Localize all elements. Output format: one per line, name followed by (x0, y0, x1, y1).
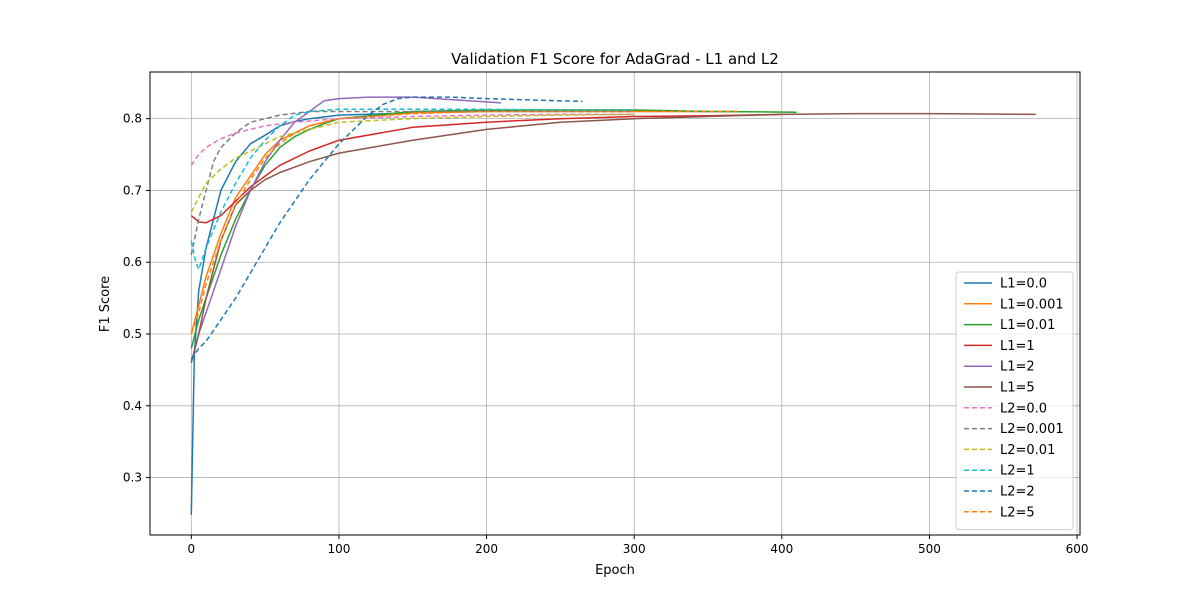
y-tick-label: 0.4 (123, 399, 142, 413)
legend-label: L1=1 (1000, 339, 1035, 354)
legend-label: L1=0.0 (1000, 277, 1047, 292)
legend-box (955, 271, 1074, 531)
series-line (190, 110, 738, 335)
series-line (190, 96, 502, 363)
series-line (190, 109, 797, 349)
y-tick-label: 0.7 (123, 183, 142, 197)
series-line (190, 110, 709, 515)
series-layer (190, 96, 1036, 515)
series-line (190, 110, 635, 256)
legend-label: L1=0.001 (1000, 297, 1064, 312)
legend-label: L2=0.001 (1000, 422, 1064, 437)
series-line (190, 113, 782, 224)
y-tick-label: 0.8 (123, 112, 142, 126)
legend-label: L2=5 (1000, 505, 1035, 520)
y-tick-label: 0.6 (123, 255, 142, 269)
y-tick-label: 0.3 (123, 471, 142, 485)
chart-title: Validation F1 Score for AdaGrad - L1 and… (451, 50, 779, 68)
x-tick-label: 200 (475, 542, 498, 556)
series-line (190, 108, 635, 271)
legend-label: L2=1 (1000, 464, 1035, 479)
x-tick-label: 100 (327, 542, 350, 556)
grid (150, 72, 1080, 535)
plot-frame (149, 71, 1081, 536)
ticks: 0 100 200 300 400 500 600 0.3 0.4 0.5 0.6 0.7 0.8 (123, 112, 1089, 556)
x-tick-label: 0 (188, 542, 196, 556)
legend-label: L2=0.01 (1000, 443, 1055, 458)
series-line (190, 113, 635, 166)
legend-label: L1=5 (1000, 381, 1035, 396)
x-axis-label: Epoch (595, 563, 635, 578)
legend: L1=0.0 L1=0.001 L1=0.01 L1=1 L1=2 L1=5 L2=0.0 L… (955, 271, 1074, 531)
series-line (190, 96, 583, 360)
legend-label: L2=2 (1000, 485, 1035, 500)
x-tick-label: 300 (623, 542, 646, 556)
series-line (190, 113, 635, 213)
series-line (190, 112, 1036, 363)
x-tick-label: 400 (770, 542, 793, 556)
legend-label: L2=0.0 (1000, 401, 1047, 416)
legend-label: L1=2 (1000, 360, 1035, 375)
series-line (190, 110, 738, 335)
x-tick-label: 600 (1066, 542, 1089, 556)
legend-label: L1=0.01 (1000, 318, 1055, 333)
y-axis-label: F1 Score (98, 276, 113, 332)
x-tick-label: 500 (918, 542, 941, 556)
y-tick-label: 0.5 (123, 327, 142, 341)
